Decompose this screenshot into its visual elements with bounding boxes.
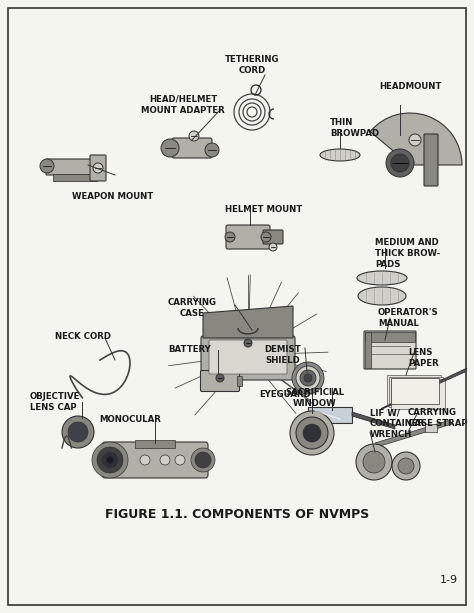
Text: HEAD/HELMET
MOUNT ADAPTER: HEAD/HELMET MOUNT ADAPTER — [141, 95, 225, 115]
FancyBboxPatch shape — [102, 442, 208, 478]
Text: OPERATOR'S
MANUAL: OPERATOR'S MANUAL — [378, 308, 439, 328]
Circle shape — [300, 370, 316, 386]
Bar — [53, 174, 97, 181]
Ellipse shape — [357, 271, 407, 285]
Circle shape — [195, 452, 211, 468]
FancyBboxPatch shape — [226, 225, 270, 249]
Circle shape — [296, 417, 328, 449]
Circle shape — [216, 374, 224, 382]
Text: FIGURE 1.1. COMPONENTS OF NVMPS: FIGURE 1.1. COMPONENTS OF NVMPS — [105, 508, 369, 521]
Polygon shape — [203, 306, 293, 338]
Circle shape — [102, 452, 118, 468]
Bar — [391, 378, 439, 404]
Polygon shape — [352, 412, 395, 429]
Circle shape — [290, 411, 334, 455]
Circle shape — [62, 416, 94, 448]
Text: NECK CORD: NECK CORD — [55, 332, 111, 341]
Circle shape — [93, 163, 103, 173]
Circle shape — [356, 444, 392, 480]
Circle shape — [191, 448, 215, 472]
FancyBboxPatch shape — [364, 331, 416, 369]
Circle shape — [304, 374, 312, 382]
FancyBboxPatch shape — [201, 336, 295, 380]
Circle shape — [40, 159, 54, 173]
FancyBboxPatch shape — [424, 134, 438, 186]
Bar — [391, 379, 445, 409]
Circle shape — [409, 134, 421, 146]
Circle shape — [398, 458, 414, 474]
Circle shape — [244, 339, 252, 347]
Circle shape — [97, 447, 123, 473]
Circle shape — [225, 232, 235, 242]
Circle shape — [303, 424, 321, 442]
Circle shape — [292, 362, 324, 394]
Text: BATTERY: BATTERY — [169, 345, 211, 354]
Text: 1-9: 1-9 — [440, 575, 458, 585]
Circle shape — [140, 455, 150, 465]
FancyBboxPatch shape — [90, 155, 106, 181]
Polygon shape — [375, 420, 452, 447]
Ellipse shape — [320, 149, 360, 161]
Bar — [389, 377, 443, 407]
FancyBboxPatch shape — [172, 138, 212, 158]
Circle shape — [363, 451, 385, 473]
FancyBboxPatch shape — [209, 340, 287, 374]
Circle shape — [68, 422, 88, 442]
Text: HELMET MOUNT: HELMET MOUNT — [225, 205, 302, 214]
Circle shape — [175, 455, 185, 465]
Circle shape — [205, 143, 219, 157]
Circle shape — [161, 139, 179, 157]
Bar — [425, 424, 437, 432]
FancyBboxPatch shape — [46, 159, 104, 175]
Bar — [365, 332, 371, 368]
Wedge shape — [370, 113, 462, 165]
Circle shape — [269, 243, 277, 251]
Text: MEDIUM AND
THICK BROW-
PADS: MEDIUM AND THICK BROW- PADS — [375, 238, 440, 269]
Bar — [365, 332, 415, 342]
Circle shape — [261, 232, 271, 242]
Text: WEAPON MOUNT: WEAPON MOUNT — [72, 192, 153, 201]
Text: LIF W/
CONTAINER
WRENCH: LIF W/ CONTAINER WRENCH — [370, 408, 425, 439]
Text: LENS
PAPER: LENS PAPER — [408, 348, 439, 368]
Text: THIN
BROWPAD: THIN BROWPAD — [330, 118, 379, 138]
Bar — [135, 440, 175, 448]
Text: CARRYING
CASE STRAP: CARRYING CASE STRAP — [408, 408, 468, 428]
Text: HEADMOUNT: HEADMOUNT — [379, 82, 441, 91]
FancyBboxPatch shape — [263, 230, 283, 244]
Ellipse shape — [358, 287, 406, 305]
Text: SACRIFICIAL
WINDOW: SACRIFICIAL WINDOW — [285, 388, 345, 408]
Text: DEMIST
SHIELD: DEMIST SHIELD — [264, 345, 301, 365]
Circle shape — [189, 131, 199, 141]
Text: TETHERING
CORD: TETHERING CORD — [225, 55, 279, 75]
Text: OBJECTIVE
LENS CAP: OBJECTIVE LENS CAP — [30, 392, 81, 412]
Polygon shape — [380, 368, 467, 410]
Bar — [308, 407, 352, 423]
Circle shape — [391, 154, 409, 172]
Text: CARRYING
CASE: CARRYING CASE — [167, 298, 217, 318]
Circle shape — [106, 456, 114, 464]
Circle shape — [92, 442, 128, 478]
Text: MONOCULAR: MONOCULAR — [99, 415, 161, 424]
Bar — [237, 376, 242, 386]
Circle shape — [296, 366, 320, 390]
Circle shape — [160, 455, 170, 465]
Circle shape — [392, 452, 420, 480]
Bar — [387, 375, 441, 405]
Circle shape — [386, 149, 414, 177]
Text: EYEGUARD: EYEGUARD — [259, 390, 311, 399]
FancyBboxPatch shape — [201, 370, 239, 392]
